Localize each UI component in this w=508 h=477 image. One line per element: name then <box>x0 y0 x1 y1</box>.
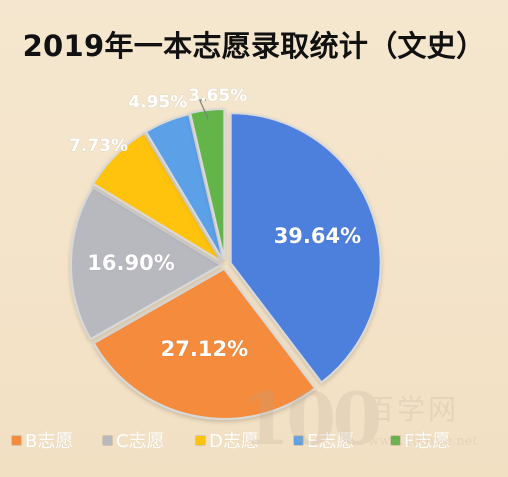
pie-label-C志愿: 16.90% <box>87 251 174 275</box>
legend-item-F志愿: F志愿 <box>391 427 450 453</box>
pie-slice-F志愿 <box>189 108 226 260</box>
pie-label-B志愿: 27.12% <box>161 337 248 361</box>
legend-label-F志愿: F志愿 <box>404 431 451 452</box>
pie-slice-D志愿 <box>91 131 223 263</box>
pie-slice-A志愿 <box>229 112 382 384</box>
pie-slice-B志愿 <box>92 267 317 420</box>
legend-label-C志愿: C志愿 <box>116 431 165 452</box>
legend-swatch-E志愿 <box>294 435 303 445</box>
legend-label-B志愿: B志愿 <box>25 431 74 452</box>
legend-swatch-C志愿 <box>103 435 112 445</box>
legend-item-C志愿: C志愿 <box>103 427 165 453</box>
pie-label-F志愿: 3.65% <box>188 86 247 106</box>
pie-leader-line-F <box>198 99 209 120</box>
pie-layer <box>70 108 382 420</box>
legend-swatch-F志愿 <box>391 435 400 445</box>
pie-label-layer: 39.64% 27.12% 16.90% 7.73% 4.95% 3.65% <box>69 86 362 362</box>
legend-item-E志愿: E志愿 <box>294 427 354 453</box>
legend-item-D志愿: D志愿 <box>196 427 259 453</box>
legend-label-D志愿: D志愿 <box>209 431 259 452</box>
pie-label-A志愿: 39.64% <box>274 224 361 248</box>
chart-legend: B志愿 C志愿 D志愿 E志愿 F志愿 <box>0 427 508 453</box>
legend-swatch-D志愿 <box>196 435 205 445</box>
legend-label-E志愿: E志愿 <box>307 431 355 452</box>
pie-slice-C志愿 <box>70 185 223 341</box>
legend-swatch-B志愿 <box>12 435 21 445</box>
pie-label-D志愿: 7.73% <box>69 136 128 156</box>
legend-item-B志愿: B志愿 <box>12 427 73 453</box>
pie-slice-E志愿 <box>144 113 225 261</box>
chart-title: 2019年一本志愿录取统计（文史） <box>22 29 486 63</box>
pie-label-E志愿: 4.95% <box>128 93 187 113</box>
